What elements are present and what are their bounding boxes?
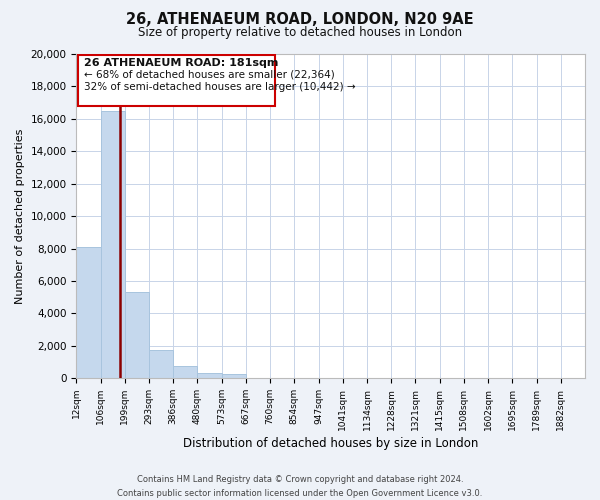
Bar [76,247,101,378]
Text: Size of property relative to detached houses in London: Size of property relative to detached ho… [138,26,462,39]
X-axis label: Distribution of detached houses by size in London: Distribution of detached houses by size … [183,437,478,450]
Y-axis label: Number of detached properties: Number of detached properties [15,128,25,304]
Text: Contains HM Land Registry data © Crown copyright and database right 2024.
Contai: Contains HM Land Registry data © Crown c… [118,476,482,498]
FancyBboxPatch shape [77,55,275,106]
Bar [197,374,222,378]
Text: 26 ATHENAEUM ROAD: 181sqm: 26 ATHENAEUM ROAD: 181sqm [83,58,278,68]
Bar [101,110,125,378]
Bar [125,292,149,378]
Text: ← 68% of detached houses are smaller (22,364): ← 68% of detached houses are smaller (22… [83,70,334,80]
Bar [149,350,173,378]
Bar [173,366,197,378]
Text: 32% of semi-detached houses are larger (10,442) →: 32% of semi-detached houses are larger (… [83,82,355,92]
Text: 26, ATHENAEUM ROAD, LONDON, N20 9AE: 26, ATHENAEUM ROAD, LONDON, N20 9AE [126,12,474,28]
Bar [222,374,246,378]
